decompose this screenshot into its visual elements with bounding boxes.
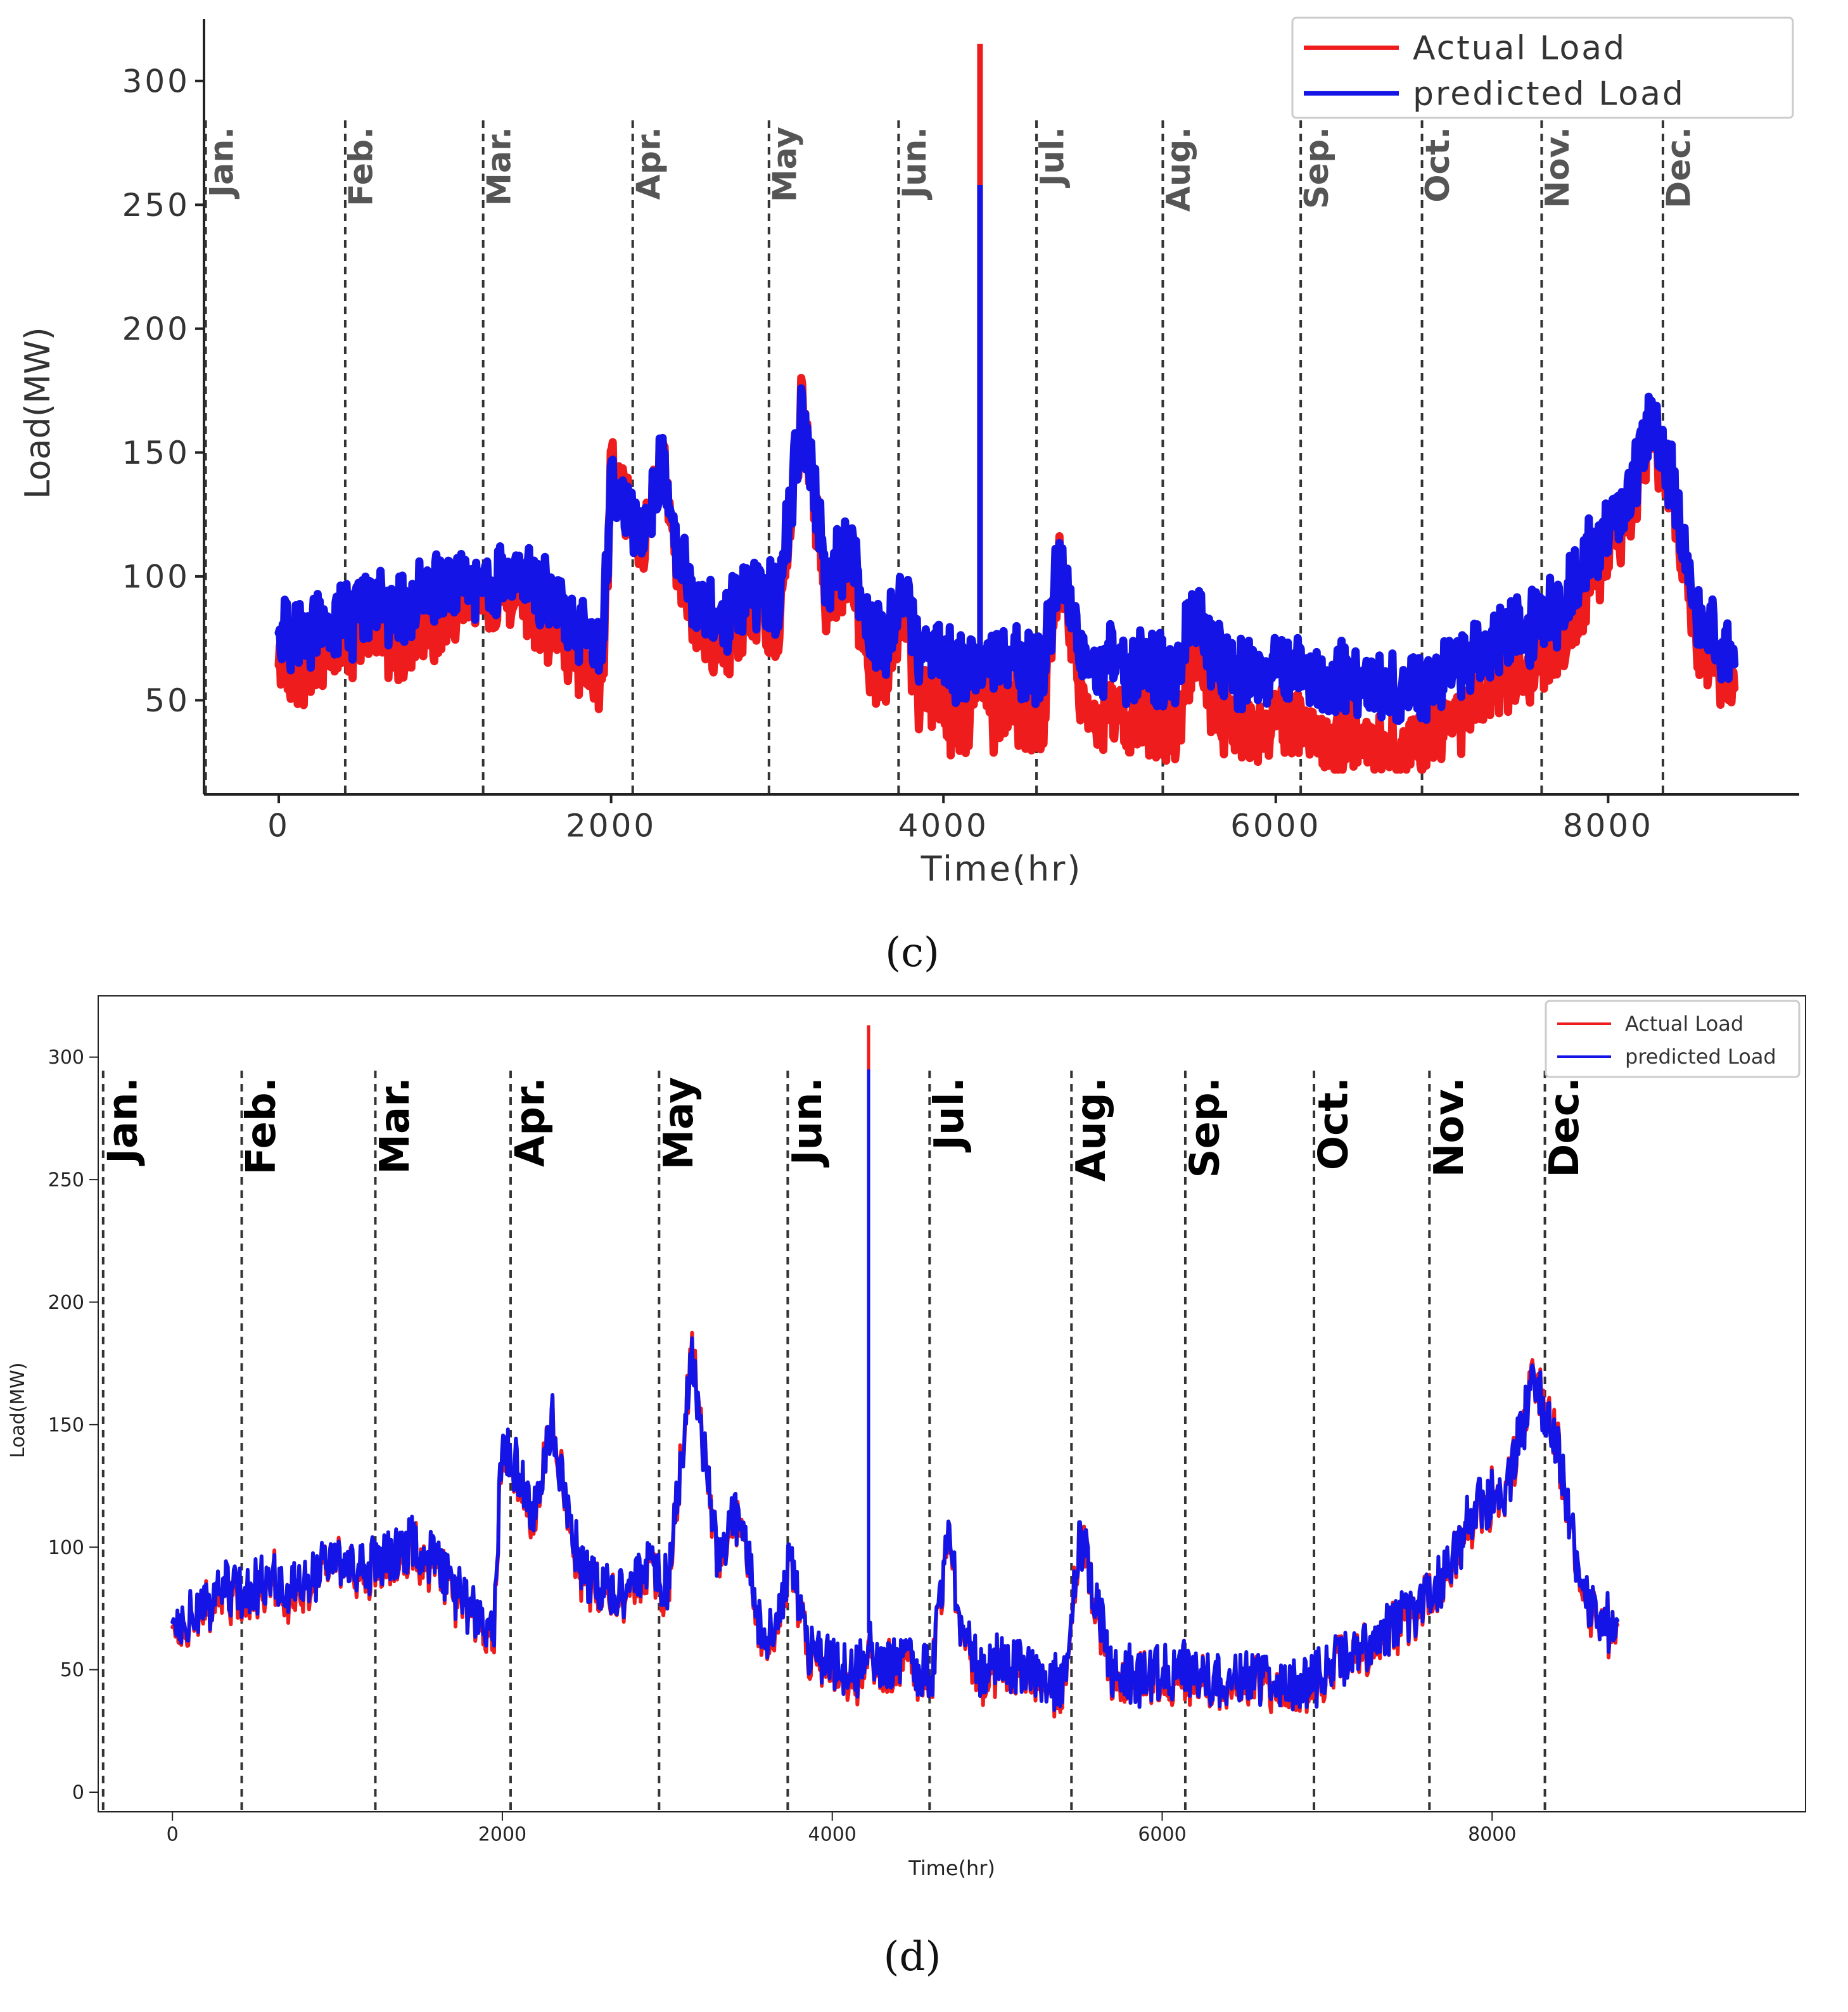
- x-axis-label: Time(hr): [908, 1856, 995, 1880]
- y-tick-label: 300: [48, 1047, 84, 1069]
- x-tick-label: 0: [167, 1824, 179, 1846]
- month-label: Jun.: [896, 127, 934, 200]
- month-label: Jan.: [203, 127, 241, 199]
- x-tick-label: 4000: [808, 1824, 857, 1846]
- chart-panel-d: 0 50 100 150 200 250 300 0 2000 4000 6000 8000 Time(…: [7, 995, 1806, 1980]
- month-label: Mar.: [372, 1077, 419, 1175]
- y-axis-label: Load(MW): [18, 327, 58, 499]
- month-label: Feb.: [238, 1077, 285, 1175]
- legend-entry: predicted Load: [1413, 75, 1685, 113]
- x-tick-label: 4000: [898, 808, 989, 844]
- month-label: Nov.: [1539, 127, 1577, 208]
- x-tick-label: 6000: [1230, 808, 1321, 844]
- plot-frame: [98, 995, 1806, 1812]
- legend: Actual Load predicted Load: [1291, 16, 1794, 119]
- month-label: May: [766, 127, 804, 202]
- legend-entry: predicted Load: [1625, 1045, 1776, 1069]
- x-tick-label: 2000: [478, 1824, 526, 1846]
- legend-entry: Actual Load: [1625, 1012, 1743, 1036]
- y-tick-label: 200: [122, 310, 190, 347]
- y-tick-label: 150: [48, 1414, 84, 1436]
- x-axis-label: Time(hr): [921, 849, 1083, 889]
- month-label: Sep.: [1182, 1077, 1228, 1178]
- month-label: Oct.: [1311, 1077, 1358, 1170]
- y-tick-label: 100: [122, 558, 190, 595]
- panel-caption: (d): [884, 1933, 941, 1980]
- y-tick-label: 50: [60, 1659, 84, 1681]
- y-tick-label: 250: [48, 1169, 84, 1192]
- month-label: Dec.: [1541, 1077, 1588, 1178]
- series-line-predicted: [274, 384, 1739, 725]
- month-label: Dec.: [1660, 127, 1698, 208]
- y-tick-label: 100: [48, 1537, 84, 1559]
- month-label: Aug.: [1160, 127, 1198, 212]
- y-tick-label: 300: [122, 63, 190, 99]
- month-label: Nov.: [1426, 1077, 1473, 1177]
- month-label: Oct.: [1419, 127, 1457, 203]
- y-tick-label: 200: [48, 1292, 84, 1314]
- month-label: Apr.: [507, 1077, 554, 1167]
- month-label: Sep.: [1298, 127, 1336, 209]
- month-label: Feb.: [343, 127, 381, 207]
- legend-box: [1291, 16, 1794, 119]
- month-label: Jul.: [926, 1077, 973, 1153]
- legend: Actual Load predicted Load: [1545, 1000, 1800, 1078]
- x-tick-label: 8000: [1563, 808, 1654, 844]
- x-tick-label: 8000: [1468, 1824, 1516, 1846]
- y-tick-label: 150: [122, 435, 190, 471]
- x-tick-label: 2000: [566, 808, 656, 844]
- month-label: Jun.: [784, 1077, 831, 1168]
- month-label: May: [656, 1077, 703, 1170]
- y-tick-label: 250: [122, 187, 190, 224]
- month-label: Jan.: [99, 1077, 146, 1166]
- chart-panel-c: 50 100 150 200 250 300 0 2000 4000 6000 8000 Time(h…: [18, 16, 1799, 976]
- x-tick-label: 6000: [1138, 1824, 1186, 1846]
- month-label: Apr.: [630, 127, 668, 200]
- y-tick-label: 50: [144, 682, 190, 719]
- y-tick-label: 0: [72, 1782, 84, 1804]
- month-label: Mar.: [480, 127, 518, 206]
- month-label: Jul.: [1034, 127, 1072, 188]
- month-label: Aug.: [1068, 1077, 1115, 1181]
- x-tick-label: 0: [267, 808, 290, 844]
- panel-caption: (c): [885, 929, 940, 976]
- series-line-predicted: [170, 1336, 1620, 1712]
- legend-entry: Actual Load: [1413, 30, 1626, 68]
- y-axis-label: Load(MW): [7, 1363, 29, 1458]
